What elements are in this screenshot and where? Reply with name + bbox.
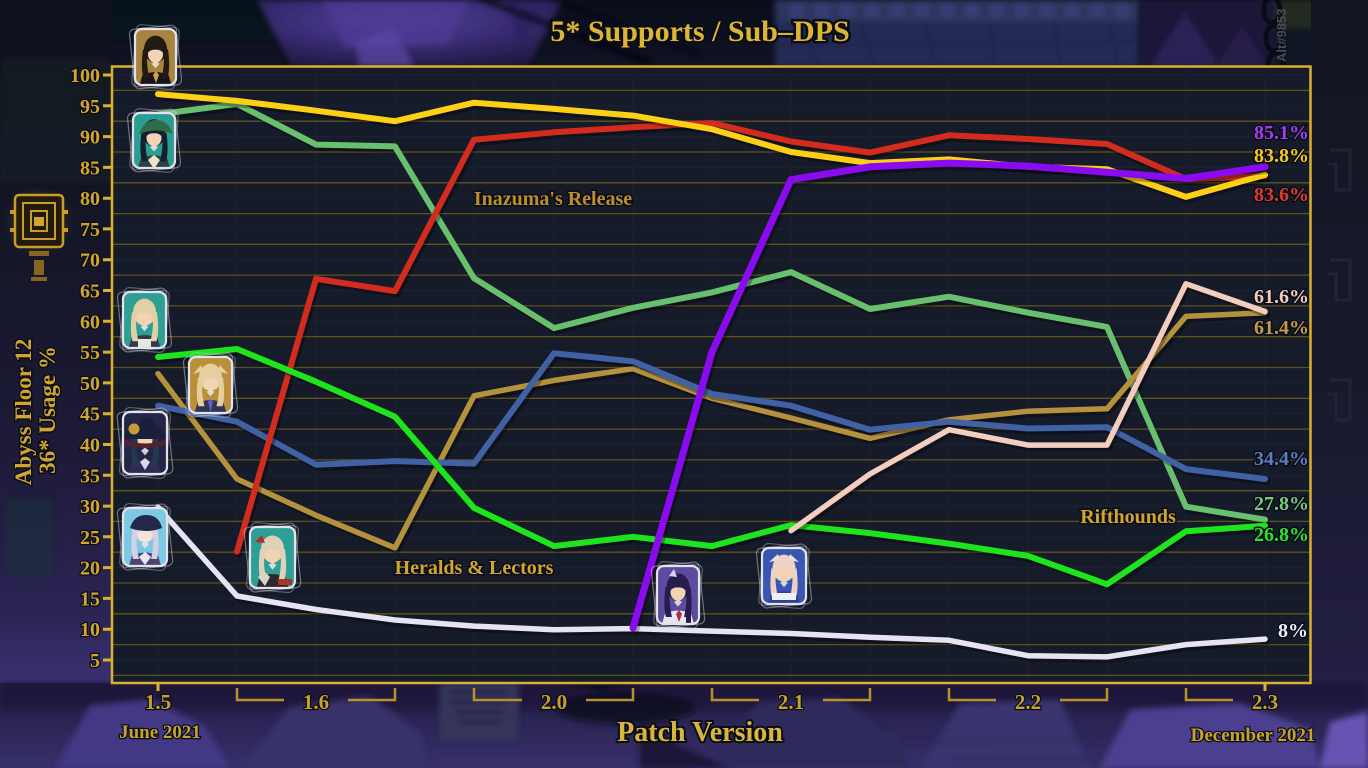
svg-text:30: 30: [80, 496, 100, 518]
svg-text:60: 60: [80, 311, 100, 333]
svg-text:2.2: 2.2: [1015, 690, 1041, 714]
svg-text:26.8%: 26.8%: [1254, 524, 1309, 546]
svg-text:34.4%: 34.4%: [1254, 448, 1309, 470]
svg-text:Alt#9853: Alt#9853: [1274, 9, 1289, 62]
svg-text:25: 25: [80, 527, 100, 549]
svg-text:Heralds & Lectors: Heralds & Lectors: [395, 557, 554, 579]
svg-text:Patch Version: Patch Version: [617, 717, 783, 748]
svg-text:5: 5: [90, 650, 100, 672]
svg-text:2.1: 2.1: [778, 690, 804, 714]
svg-text:90: 90: [80, 127, 100, 149]
svg-text:75: 75: [80, 219, 100, 241]
svg-text:100: 100: [70, 65, 100, 87]
svg-text:85: 85: [80, 157, 100, 179]
svg-text:5* Supports / Sub–DPS: 5* Supports / Sub–DPS: [550, 15, 849, 48]
svg-text:1.6: 1.6: [303, 690, 329, 714]
svg-text:85.1%: 85.1%: [1254, 122, 1309, 144]
svg-text:27.8%: 27.8%: [1254, 493, 1309, 515]
svg-text:83.6%: 83.6%: [1254, 184, 1309, 206]
svg-text:December 2021: December 2021: [1191, 725, 1316, 746]
svg-text:2.3: 2.3: [1252, 690, 1278, 714]
svg-text:83.8%: 83.8%: [1254, 145, 1309, 167]
svg-text:55: 55: [80, 342, 100, 364]
svg-text:1.5: 1.5: [145, 690, 171, 714]
svg-text:Inazuma's Release: Inazuma's Release: [474, 188, 632, 210]
svg-text:61.4%: 61.4%: [1254, 317, 1309, 339]
svg-text:Abyss Floor 12: Abyss Floor 12: [11, 339, 36, 486]
svg-text:Rifthounds: Rifthounds: [1080, 506, 1176, 528]
svg-text:95: 95: [80, 96, 100, 118]
svg-text:35: 35: [80, 465, 100, 487]
svg-text:40: 40: [80, 435, 100, 457]
svg-text:61.6%: 61.6%: [1254, 286, 1309, 308]
svg-text:80: 80: [80, 188, 100, 210]
svg-text:70: 70: [80, 250, 100, 272]
svg-text:50: 50: [80, 373, 100, 395]
svg-text:20: 20: [80, 558, 100, 580]
svg-text:65: 65: [80, 281, 100, 303]
svg-text:2.0: 2.0: [541, 690, 567, 714]
svg-text:36* Usage %: 36* Usage %: [35, 346, 60, 474]
svg-text:45: 45: [80, 404, 100, 426]
svg-text:10: 10: [80, 619, 100, 641]
svg-text:8%: 8%: [1278, 620, 1308, 642]
svg-text:15: 15: [80, 588, 100, 610]
svg-text:June 2021: June 2021: [119, 722, 201, 743]
